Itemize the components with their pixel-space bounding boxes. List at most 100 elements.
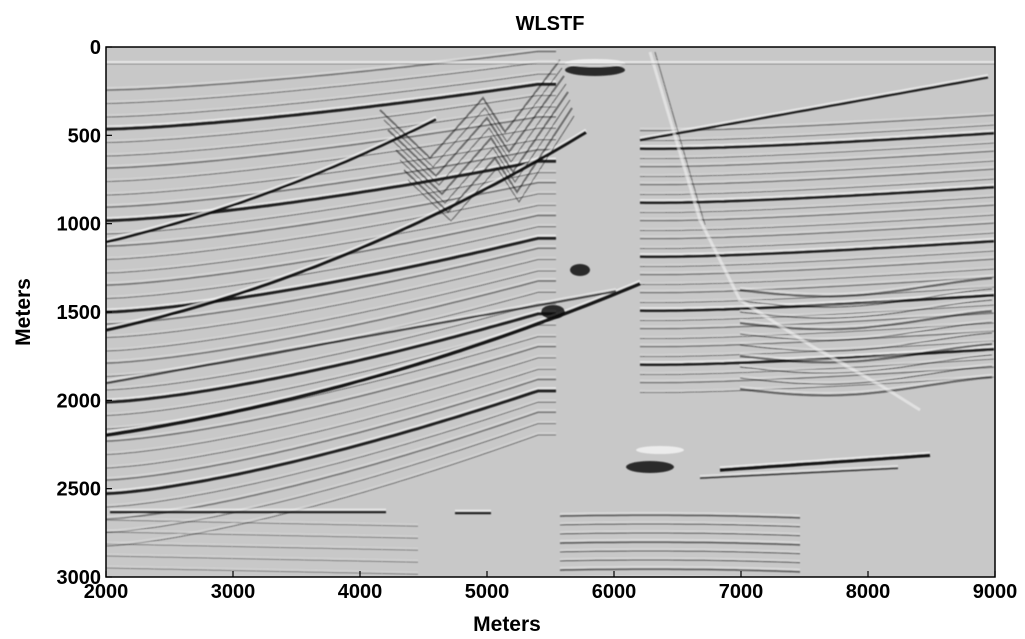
reflector-band	[739, 274, 993, 296]
reflector-band	[106, 268, 556, 350]
reflector-band	[106, 226, 556, 299]
reflector-band	[639, 376, 995, 394]
reflector-band	[639, 142, 995, 160]
reflector-band	[399, 99, 571, 204]
reflector-band	[639, 76, 989, 142]
reflector-band	[559, 523, 801, 528]
reflector-band	[106, 92, 556, 141]
reflector-band	[106, 50, 556, 91]
seismic-anomaly	[636, 446, 684, 454]
reflector-band	[639, 158, 995, 175]
seismic-image	[106, 47, 995, 577]
reflector-band	[106, 224, 556, 297]
reflector-band	[106, 82, 556, 131]
reflector-band	[639, 129, 995, 148]
reflector-band	[106, 389, 556, 496]
reflector-band	[559, 511, 801, 517]
reflector-band	[106, 357, 556, 455]
reflector-band	[739, 319, 993, 339]
reflector-band	[106, 355, 556, 453]
reflector-band	[739, 330, 993, 350]
reflector-band	[639, 122, 995, 139]
reflector-band	[106, 157, 556, 220]
reflector-band	[106, 287, 617, 382]
reflector-band	[106, 322, 556, 414]
reflector-band	[106, 343, 556, 440]
reflector-band	[106, 169, 556, 233]
reflector-band	[699, 467, 899, 479]
reflector-band	[106, 519, 419, 527]
reflector-band	[106, 202, 556, 272]
reflector-band	[106, 529, 419, 537]
reflector-band	[559, 565, 801, 571]
seismic-anomaly	[570, 264, 590, 276]
reflector-band	[106, 117, 437, 244]
reflector-band	[106, 565, 419, 573]
reflector-band	[739, 373, 993, 395]
reflector-band	[719, 453, 931, 472]
seismic-anomaly	[541, 305, 565, 319]
x-axis: 2000 3000 4000 5000 6000 7000 8000 9000	[84, 571, 1017, 603]
reflector-band	[639, 183, 995, 202]
reflector-band	[106, 303, 556, 391]
reflector-band	[106, 567, 419, 575]
reflector-band	[106, 159, 556, 223]
reflector-band	[639, 268, 995, 286]
reflector-band	[106, 146, 556, 206]
reflector-band	[639, 140, 995, 157]
reflector-band	[648, 51, 921, 412]
reflector-band	[106, 543, 419, 551]
reflector-band	[639, 220, 995, 238]
reflector-band	[639, 237, 995, 256]
reflector-band	[106, 60, 556, 102]
reflector-band	[739, 375, 993, 397]
reflector-band	[106, 48, 556, 89]
reflector-band	[699, 465, 899, 477]
y-tick-label: 1000	[57, 214, 102, 236]
reflector-band	[106, 280, 556, 364]
reflector-band	[106, 376, 556, 479]
reflector-band	[559, 541, 801, 546]
reflector-band	[106, 301, 556, 389]
reflector-band	[106, 553, 419, 561]
reflector-band	[639, 148, 995, 166]
reflector-band	[106, 259, 556, 338]
y-tick-label: 500	[68, 125, 101, 147]
reflector-band	[106, 73, 556, 118]
reflector-band	[639, 232, 995, 250]
reflector-band	[106, 387, 556, 493]
reflector-band	[639, 230, 995, 247]
reflector-band	[639, 258, 995, 276]
reflector-band	[639, 168, 995, 186]
reflector-band	[639, 310, 995, 328]
reflector-band	[106, 368, 556, 469]
reflector-band	[639, 214, 995, 232]
reflector-band	[106, 247, 556, 325]
reflector-band	[106, 256, 556, 336]
reflector-band	[639, 374, 995, 391]
reflector-band	[106, 212, 556, 284]
reflector-band	[106, 310, 556, 402]
reflector-band	[739, 363, 993, 383]
x-tick-label: 6000	[592, 581, 637, 603]
seismic-reflectors	[106, 48, 995, 577]
reflector-band	[106, 191, 556, 258]
reflector-band	[639, 302, 995, 319]
reflector-band	[106, 148, 556, 208]
reflector-band	[106, 541, 419, 549]
reflector-band	[639, 178, 995, 196]
y-axis: 0 500 1000 1500 2000 2500 3000	[57, 37, 112, 589]
y-axis-label: Meters	[12, 278, 35, 346]
reflector-band	[106, 204, 556, 274]
reflector-band	[639, 276, 995, 294]
reflector-band	[106, 245, 556, 323]
reflector-band	[639, 356, 995, 373]
reflector-band	[639, 330, 995, 348]
reflector-band	[739, 276, 993, 298]
reflector-band	[106, 80, 556, 129]
reflector-band	[739, 299, 993, 319]
reflector-band	[739, 352, 993, 372]
reflector-band	[639, 194, 995, 211]
seismic-anomaly	[626, 461, 674, 473]
reflector-band	[106, 409, 556, 518]
